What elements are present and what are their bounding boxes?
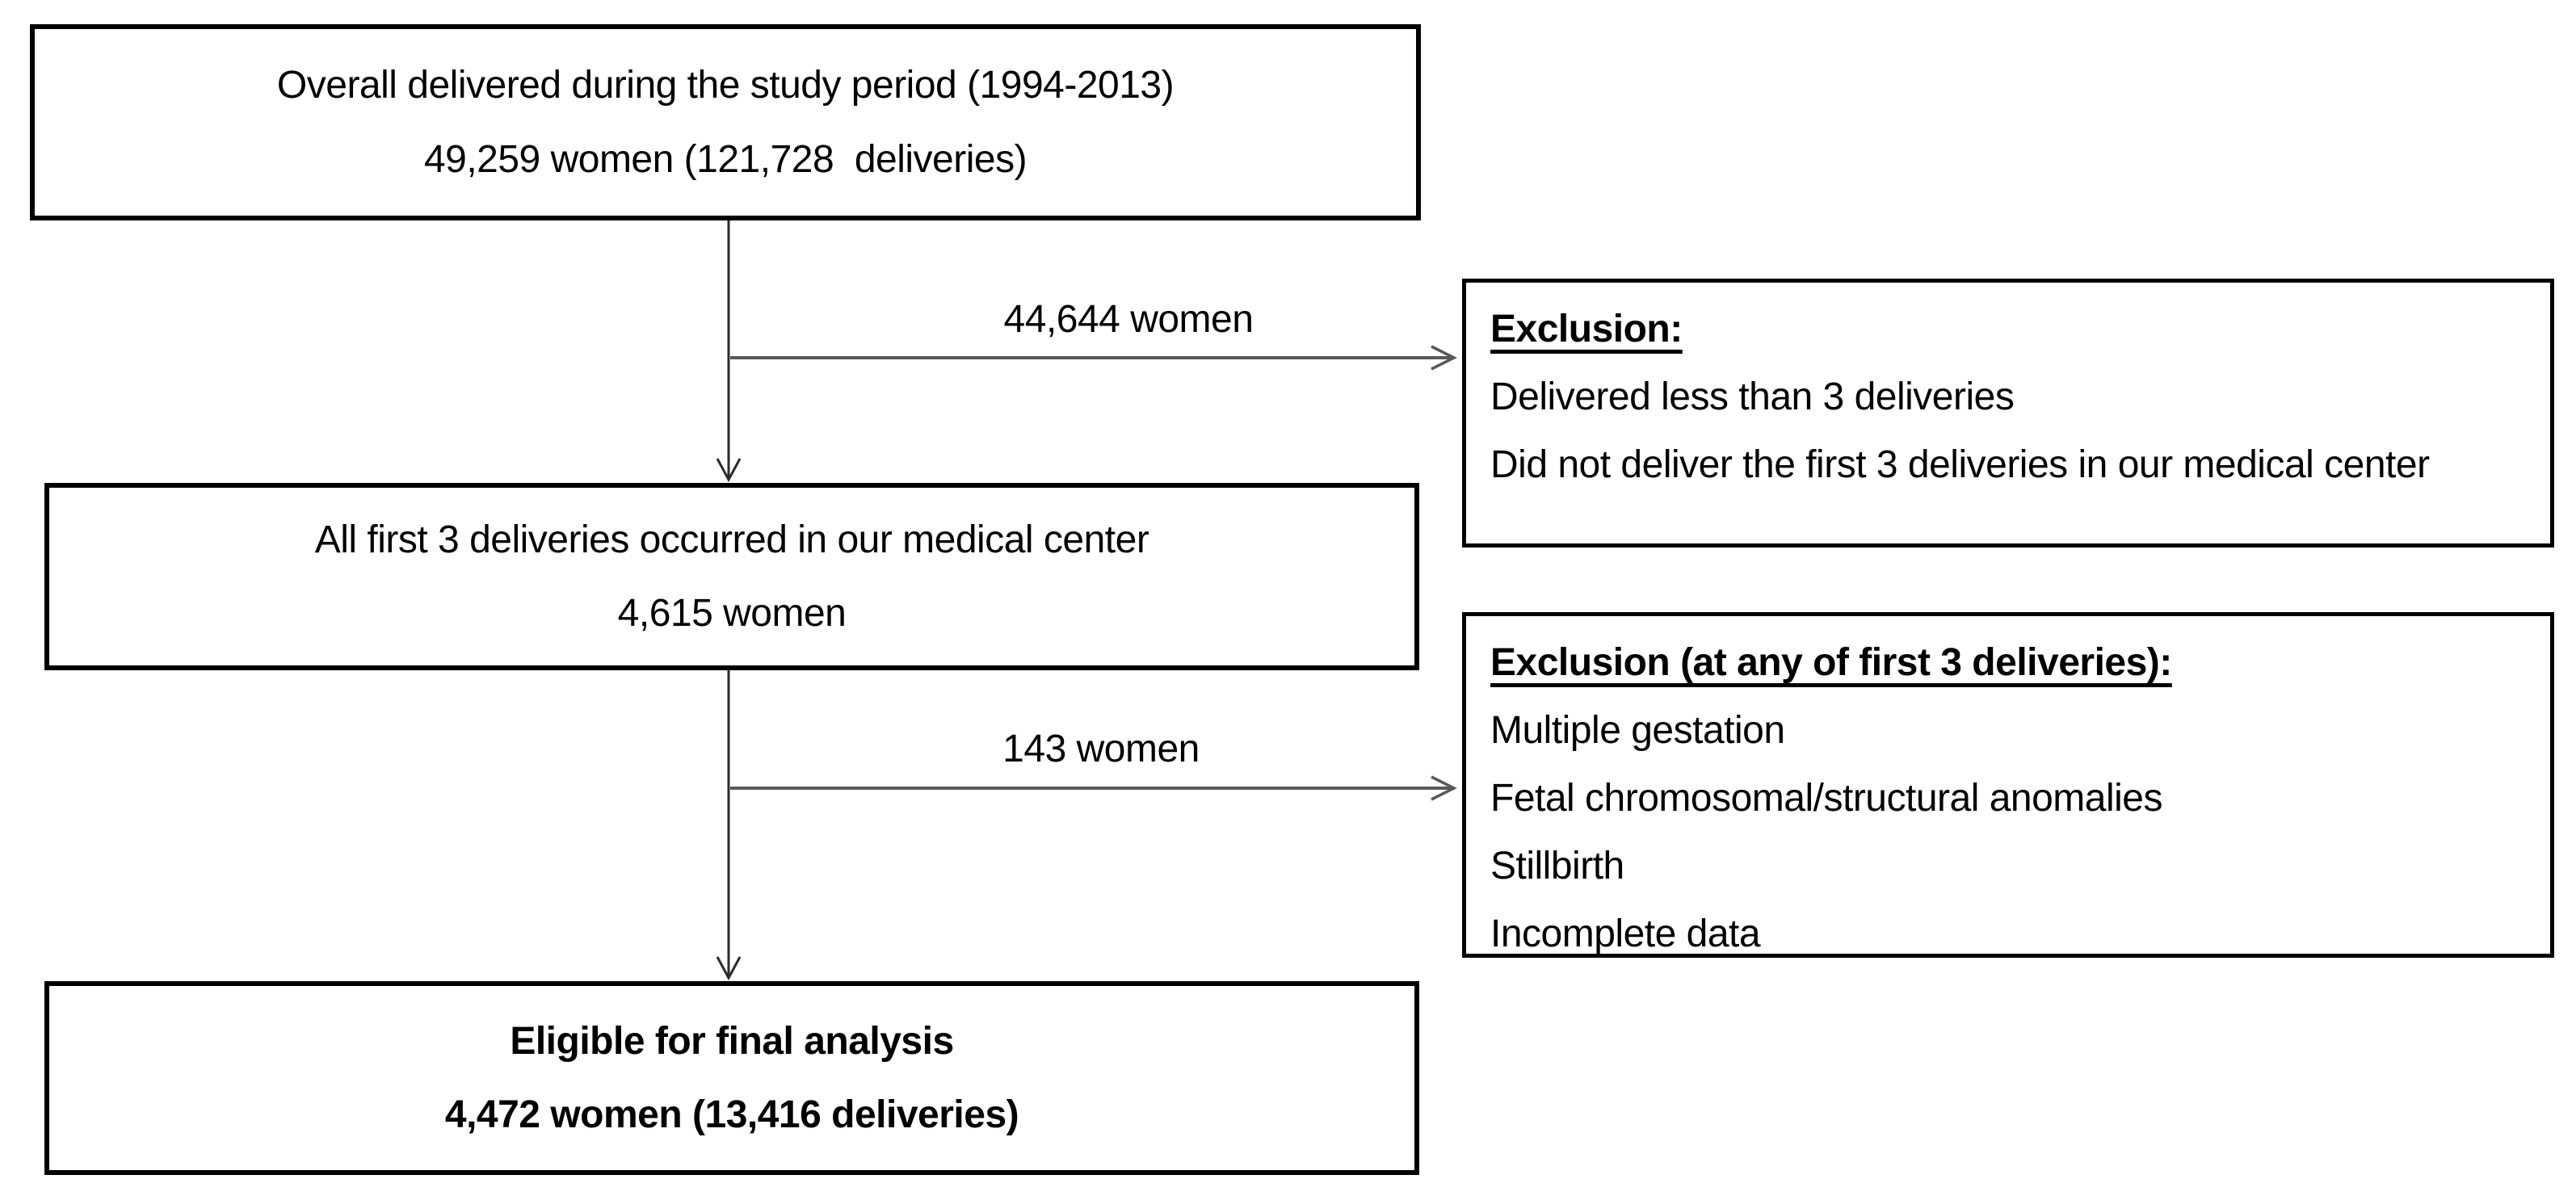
arrowhead-down-icon [716,956,742,981]
exclusion-2-item: Stillbirth [1490,845,1624,887]
arrow-label-excluded-women-1: 44,644 women [1003,298,1254,341]
box-overall-line2: 49,259 women (121,728 deliveries) [423,137,1027,181]
box-first3-deliveries: All first 3 deliveries occurred in our m… [44,483,1419,670]
exclusion-2-title: Exclusion (at any of first 3 deliveries)… [1490,641,2172,684]
exclusion-1-item: Delivered less than 3 deliveries [1490,376,2015,418]
box-exclusion-1: Exclusion: Delivered less than 3 deliver… [1462,279,2554,548]
arrow-label-excluded-women-2: 143 women [1002,728,1200,770]
arrow-first3-to-final [716,670,742,981]
exclusion-2-item: Incomplete data [1490,913,1761,955]
box-overall-line1: Overall delivered during the study perio… [276,64,1175,107]
arrowhead-right-icon [1431,775,1457,801]
arrow-branch-to-exclusion2 [730,775,1457,801]
exclusion-1-item: Did not deliver the first 3 deliveries i… [1490,443,2430,486]
box-overall-delivered: Overall delivered during the study perio… [30,24,1421,220]
box-first3-line1: All first 3 deliveries occurred in our m… [314,518,1149,561]
arrowhead-right-icon [1431,345,1457,371]
arrow-overall-to-first3 [716,220,742,483]
exclusion-2-item: Fetal chromosomal/structural anomalies [1490,777,2163,820]
box-final-line2: 4,472 women (13,416 deliveries) [444,1093,1019,1136]
box-first3-line2: 4,615 women [617,592,847,635]
exclusion-2-item: Multiple gestation [1490,709,1785,752]
box-final-analysis: Eligible for final analysis 4,472 women … [44,981,1419,1175]
box-final-line1: Eligible for final analysis [510,1019,954,1063]
arrow-branch-to-exclusion1 [730,345,1457,371]
box-exclusion-2: Exclusion (at any of first 3 deliveries)… [1462,612,2554,958]
arrowhead-down-icon [716,458,742,483]
exclusion-1-title: Exclusion: [1490,308,1683,350]
